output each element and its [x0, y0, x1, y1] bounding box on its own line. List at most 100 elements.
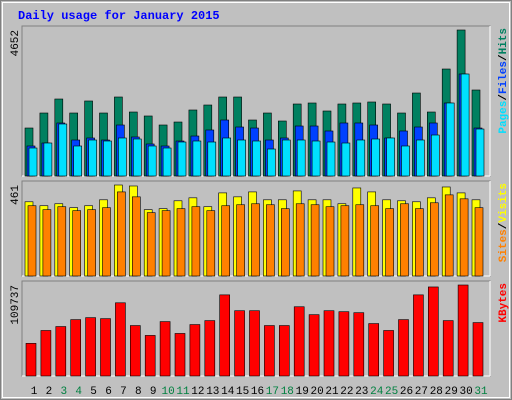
bar: [457, 284, 469, 377]
x-tick-label: 8: [135, 386, 142, 398]
bar: [236, 204, 245, 277]
bar: [338, 311, 350, 377]
bar: [177, 141, 187, 177]
x-tick-label: 31: [474, 386, 488, 398]
legend-separator: /: [498, 54, 510, 61]
bar: [100, 318, 111, 377]
bar: [400, 203, 409, 277]
x-tick-label: 7: [120, 386, 127, 398]
bar: [267, 148, 276, 177]
legend-separator: /: [498, 94, 510, 101]
bar: [87, 209, 96, 277]
bar: [204, 320, 216, 377]
x-tick-label: 18: [281, 386, 294, 398]
x-tick-label: 20: [310, 386, 323, 398]
bar: [280, 208, 290, 277]
x-tick-label: 16: [251, 386, 264, 398]
bar: [57, 206, 67, 277]
x-tick-label: 9: [150, 386, 157, 398]
x-tick-label: 3: [60, 386, 67, 398]
bar: [427, 286, 439, 377]
bar: [118, 137, 127, 177]
bar: [42, 209, 52, 277]
bar: [189, 324, 201, 377]
x-tick-label: 23: [355, 386, 368, 398]
bar: [475, 128, 485, 177]
bar: [398, 319, 409, 377]
bar: [133, 138, 142, 177]
bar: [429, 202, 439, 277]
bar: [430, 134, 440, 177]
bar: [353, 312, 365, 377]
x-tick-label: 19: [296, 386, 309, 398]
bar: [326, 141, 336, 177]
bar: [28, 147, 38, 177]
bar: [234, 310, 245, 377]
bar: [144, 335, 156, 377]
bar: [85, 317, 96, 377]
bar: [72, 210, 81, 277]
bar: [132, 196, 141, 277]
legend: Pages/Files/Hits: [498, 28, 510, 134]
bar: [146, 212, 156, 277]
bar: [386, 137, 395, 177]
bar: [43, 142, 53, 177]
x-tick-label: 26: [400, 386, 413, 398]
bar: [58, 123, 68, 177]
x-tick-label: 13: [206, 386, 219, 398]
legend-entry: Hits: [498, 28, 510, 54]
y-tick-label: 461: [10, 185, 22, 205]
bar: [117, 191, 126, 277]
bar: [249, 310, 260, 377]
bar: [191, 206, 201, 277]
bar: [40, 330, 52, 377]
bar: [401, 145, 410, 177]
bar: [296, 139, 306, 177]
bar: [266, 204, 275, 277]
bar: [159, 321, 171, 377]
bar: [444, 194, 454, 277]
bar: [130, 325, 141, 377]
x-tick-label: 11: [176, 386, 190, 398]
bar: [252, 140, 261, 177]
x-tick-label: 2: [46, 386, 53, 398]
bar: [459, 198, 469, 277]
bar: [385, 208, 394, 277]
bar: [206, 210, 216, 277]
bar: [311, 140, 321, 177]
bar: [88, 139, 97, 177]
x-tick-label: 1: [31, 386, 38, 398]
y-tick-label: 109737: [10, 285, 22, 325]
bar: [192, 140, 202, 177]
bar: [368, 323, 380, 377]
x-tick-label: 24: [370, 386, 384, 398]
bar: [370, 205, 380, 277]
x-tick-label: 22: [340, 386, 353, 398]
bar: [162, 147, 172, 177]
x-tick-label: 17: [266, 386, 279, 398]
bar: [308, 314, 320, 377]
x-tick-label: 29: [445, 386, 458, 398]
bar: [147, 145, 157, 177]
bar: [237, 139, 246, 177]
bar: [251, 203, 260, 277]
x-tick-label: 4: [75, 386, 82, 398]
bar: [222, 137, 231, 177]
x-tick-label: 15: [236, 386, 249, 398]
y-tick-label: 4652: [10, 30, 22, 56]
x-tick-label: 30: [459, 386, 472, 398]
chart-title: Daily usage for January 2015: [18, 9, 220, 23]
bar: [341, 142, 351, 177]
bar: [383, 330, 394, 377]
x-tick-label: 25: [385, 386, 398, 398]
bar: [325, 206, 335, 277]
bar: [472, 322, 484, 377]
legend-entry: Visits: [498, 183, 510, 223]
bar: [310, 204, 320, 277]
bar: [25, 343, 37, 377]
bar: [73, 145, 82, 177]
bar: [278, 325, 290, 377]
bar: [176, 208, 186, 277]
bar: [207, 141, 217, 177]
